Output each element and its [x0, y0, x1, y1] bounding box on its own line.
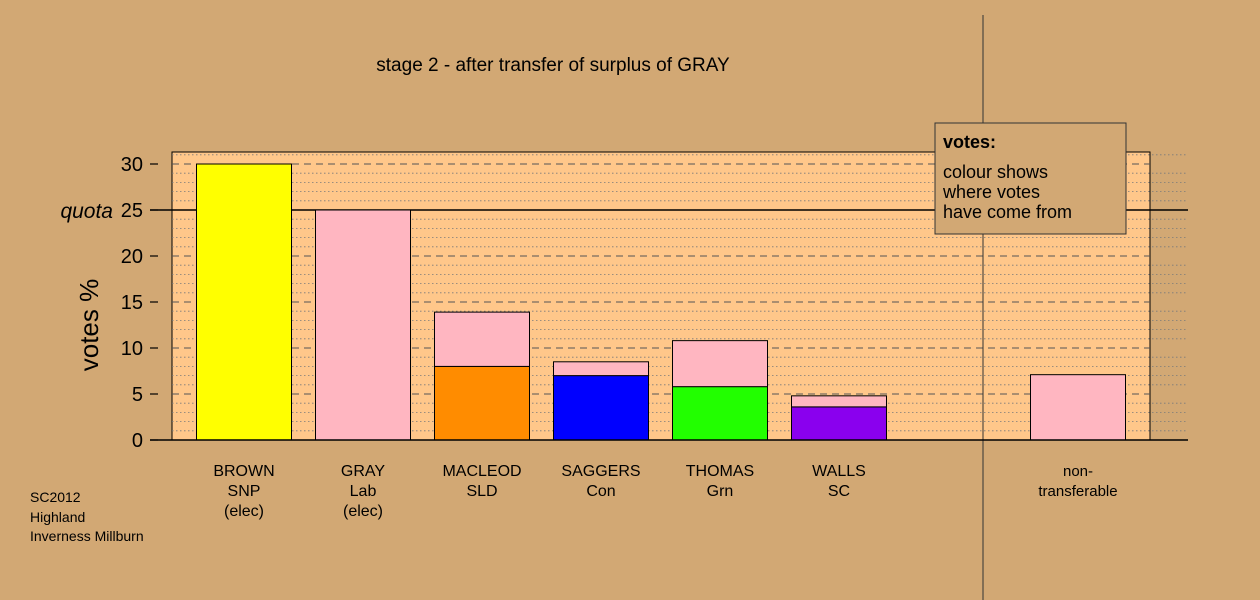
footer-line: Inverness Millburn: [30, 528, 144, 544]
x-category-label: SNP: [228, 483, 261, 500]
x-category-label: MACLEOD: [442, 463, 521, 480]
legend-line: where votes: [942, 182, 1040, 202]
bar-segment: [553, 375, 649, 441]
bar-segment: [315, 209, 411, 441]
y-tick-label: 0: [132, 430, 143, 452]
quota-label: quota: [60, 200, 113, 223]
y-tick-label: 25: [121, 200, 143, 222]
x-category-label: WALLS: [812, 463, 866, 480]
footer-line: Highland: [30, 509, 85, 525]
x-category-label: Grn: [707, 483, 734, 500]
x-category-label: Con: [586, 483, 615, 500]
footer-line: SC2012: [30, 489, 81, 505]
y-tick-label: 5: [132, 384, 143, 406]
bar-segment: [1030, 374, 1126, 441]
legend-line: colour shows: [943, 162, 1048, 182]
legend-box: [934, 122, 1127, 235]
legend-line: have come from: [943, 202, 1072, 222]
bar-segment: [196, 163, 292, 441]
y-axis-ticks: 0 5 10 15 20 25 30: [121, 154, 158, 452]
footer-caption: SC2012 Highland Inverness Millburn: [30, 489, 144, 544]
x-category-label: THOMAS: [686, 463, 754, 480]
x-category-label: transferable: [1038, 483, 1117, 500]
x-category-label: (elec): [224, 503, 264, 520]
bar-segment: [434, 311, 530, 367]
y-axis-label: votes %: [74, 279, 104, 372]
y-tick-label: 15: [121, 292, 143, 314]
y-tick-label: 10: [121, 338, 143, 360]
x-category-label: SC: [828, 483, 850, 500]
chart-title: stage 2 - after transfer of surplus of G…: [376, 55, 730, 76]
x-axis-labels: BROWN SNP (elec) GRAY Lab (elec) MACLEOD SLD SAG…: [213, 463, 1117, 520]
x-category-label: Lab: [350, 483, 377, 500]
y-tick-label: 20: [121, 246, 143, 268]
bar-segment: [672, 386, 768, 441]
bar-segment: [553, 361, 649, 377]
x-category-label: SLD: [466, 483, 497, 500]
y-tick-label: 30: [121, 154, 143, 176]
x-category-label: BROWN: [213, 463, 274, 480]
x-category-label: SAGGERS: [561, 463, 640, 480]
bar-segment: [791, 406, 887, 441]
bars: [196, 163, 1126, 441]
x-category-label: (elec): [343, 503, 383, 520]
bar-segment: [672, 340, 768, 388]
legend: votes: colour shows where votes have com…: [934, 122, 1127, 235]
bar-segment: [791, 395, 887, 408]
bar-segment: [434, 365, 530, 441]
x-category-label: GRAY: [341, 463, 385, 480]
legend-title: votes:: [943, 132, 996, 152]
x-category-label: non-: [1063, 463, 1093, 480]
